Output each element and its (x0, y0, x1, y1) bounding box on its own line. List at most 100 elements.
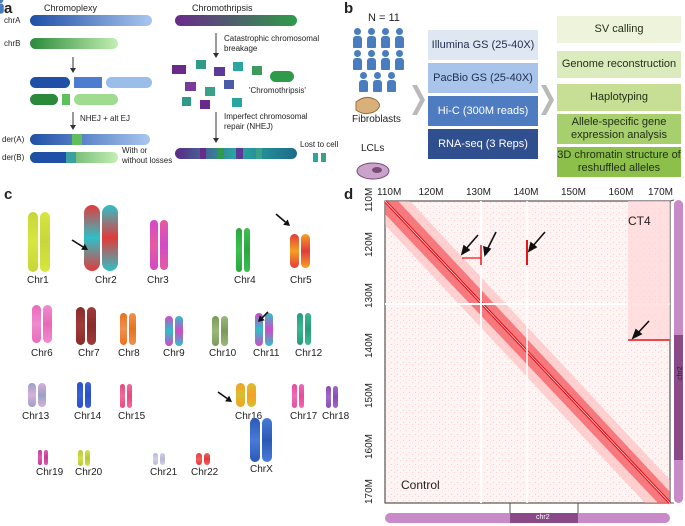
panel-letter-a: a (4, 0, 13, 17)
chrB-bar (30, 38, 118, 49)
chromothripsis-title: Chromothripsis (192, 3, 253, 13)
panel-letter-d: d (344, 186, 354, 203)
n-label: N = 11 (368, 12, 400, 24)
chromosome-chr14 (77, 382, 91, 408)
x-tick-label: 110M (377, 187, 402, 198)
chevron-right-icon (412, 85, 425, 115)
chromosome-label: Chr20 (75, 467, 103, 478)
chromosome-label: Chr5 (290, 275, 312, 286)
chromosome-label: Chr22 (191, 467, 219, 478)
chromosome-chr22 (196, 453, 210, 465)
method-illumina: Illumina GS (25-40X) (428, 30, 538, 60)
chromosome-chr13 (28, 383, 46, 407)
chromosome-label: Chr3 (147, 275, 169, 286)
chromosome-label: Chr2 (95, 275, 117, 286)
fibroblast-icon (355, 96, 380, 115)
panel-letter-b: b (344, 0, 354, 17)
chromosome-chr10 (212, 316, 228, 346)
chromosome-chr4 (236, 228, 250, 272)
y-tick-label: 130M (364, 282, 375, 308)
chromosome-chr7 (76, 307, 96, 345)
chrA-label: chrA (4, 16, 21, 25)
chrA-bar (30, 15, 152, 26)
chromosome-label: Chr12 (295, 348, 323, 359)
chromosome-label: Chr19 (36, 467, 64, 478)
chromosome-label: Chr8 (118, 348, 140, 359)
chromosome-chr9 (165, 316, 183, 346)
person-icon (394, 28, 404, 48)
chromoplexy-title: Chromoplexy (44, 3, 98, 13)
participants-icon-group (352, 28, 412, 98)
chrB-label: chrB (4, 39, 21, 48)
chromosome-label: ChrX (250, 464, 273, 475)
fibroblasts-label: Fibroblasts (352, 114, 401, 125)
y-tick-label: 170M (364, 478, 375, 504)
derA-label: der(A) (2, 135, 25, 144)
analysis-sv-calling: SV calling (557, 16, 681, 43)
chevron-right-icon-2 (541, 85, 554, 115)
losses-label: With or without losses (122, 146, 173, 165)
chromosome-label: Chr7 (78, 348, 100, 359)
catastrophic-label: Catastrophic chromosomal breakage (224, 34, 320, 53)
x-tick-label: 130M (466, 187, 492, 198)
person-icon (366, 50, 376, 70)
person-icon (358, 72, 368, 92)
person-icon (352, 50, 362, 70)
person-icon (394, 50, 404, 70)
chromosome-label: Chr6 (31, 348, 53, 359)
chromosome-chr19 (38, 450, 48, 465)
analysis-allele-specific: Allele-specific gene expression analysis (557, 114, 681, 144)
derB-label: der(B) (2, 153, 25, 162)
method-hic: Hi-C (300M reads) (428, 96, 538, 126)
person-icon (386, 72, 396, 92)
chromosome-chr12 (297, 313, 311, 345)
control-label: Control (401, 478, 440, 492)
chromosome-chr16 (236, 383, 256, 407)
chromosome-chr3 (150, 220, 168, 270)
chromosome-chr20 (78, 450, 90, 466)
chr2-right-label: chr2 (677, 366, 684, 380)
y-tick-label: 140M (364, 332, 375, 358)
chromosome-chr1 (28, 212, 50, 272)
chromosome-chr15 (120, 384, 132, 408)
chromosome-label: Chr10 (209, 348, 237, 359)
person-icon (352, 28, 362, 48)
imperfect-repair-label: Imperfect chromosomal repair (NHEJ) (224, 112, 308, 131)
chromosome-label: Chr21 (150, 467, 178, 478)
lcls-label: LCLs (361, 143, 385, 154)
chromosome-label: Chr9 (163, 348, 185, 359)
y-tick-label: 110M (364, 187, 375, 212)
analysis-3d-chromatin: 3D chromatin structure of reshuffled all… (557, 147, 681, 177)
chromosome-label: Chr15 (118, 411, 146, 422)
chromosome-label: Chr16 (235, 411, 263, 422)
chromosome-chr11 (255, 313, 273, 346)
panel-letter-c: c (4, 186, 13, 203)
chromosome-chr21 (153, 453, 165, 465)
chromosome-label: Chr17 (290, 411, 318, 422)
method-pacbio: PacBio GS (25-40X) (428, 63, 538, 93)
person-icon (372, 72, 382, 92)
chromosome-chr8 (120, 313, 136, 345)
x-tick-label: 170M (648, 187, 674, 198)
x-tick-label: 140M (513, 187, 539, 198)
y-tick-label: 120M (364, 232, 375, 258)
chromosome-chr5 (290, 234, 310, 268)
nhej-label: NHEJ + alt EJ (80, 114, 131, 123)
chromosome-label: Chr11 (253, 348, 280, 359)
x-tick-label: 150M (561, 187, 587, 198)
lost-to-cell-label: Lost to cell (300, 140, 339, 149)
chromosome-chr17 (292, 384, 304, 408)
chromosome-chr6 (32, 305, 52, 343)
x-tick-label: 160M (608, 187, 634, 198)
method-rnaseq: RNA-seq (3 Reps) (428, 129, 538, 159)
analysis-genome-reconstruction: Genome reconstruction (557, 51, 681, 78)
y-tick-label: 150M (364, 383, 375, 409)
person-icon (380, 28, 390, 48)
chromosome-label: Chr18 (322, 411, 350, 422)
chromothripsis-quote: 'Chromothripsis' (249, 86, 306, 95)
chromosome-chr18 (326, 386, 338, 408)
y-tick-label: 160M (364, 433, 375, 459)
annotation-arrows (460, 231, 650, 340)
